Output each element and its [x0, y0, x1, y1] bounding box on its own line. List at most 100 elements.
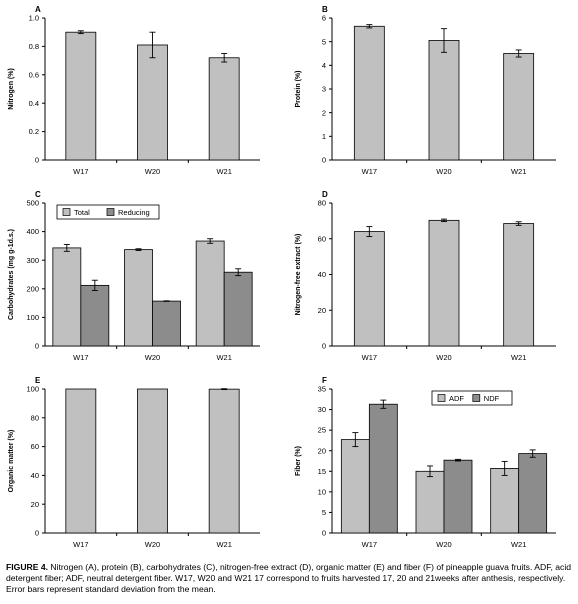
y-tick-label: 0	[35, 342, 39, 351]
x-tick-label: W21	[511, 353, 526, 362]
legend-swatch	[472, 394, 481, 402]
panel-label: F	[322, 376, 327, 385]
bar-e-w17	[65, 388, 97, 534]
legend-swatch	[106, 208, 115, 216]
bar-f-w17-s0	[340, 439, 370, 534]
y-tick-label: 0	[322, 156, 326, 165]
y-tick-label: 1.0	[29, 14, 39, 23]
y-tick-label: 35	[318, 385, 326, 394]
y-tick-label: 0.4	[29, 99, 39, 108]
x-tick-label: W20	[436, 540, 451, 549]
panel-e: E 0 20 40 60 80 100 Organic matter (%) W17 W20 W21	[8, 376, 260, 549]
y-tick-label: 20	[31, 500, 39, 509]
y-tick-label: 6	[322, 14, 326, 23]
y-tick-label: 5	[322, 508, 326, 517]
legend-swatch	[62, 208, 71, 216]
y-axis-title: Nitrogen-free extract (%)	[295, 234, 302, 316]
y-tick-label: 0	[35, 529, 39, 538]
bar-b-w17	[353, 25, 385, 161]
y-tick-label: 0.8	[29, 42, 39, 51]
y-tick-label: 60	[318, 234, 326, 243]
y-tick-label: 4	[322, 61, 326, 70]
legend: Total Reducing	[56, 204, 160, 220]
y-tick-label: 2	[322, 108, 326, 117]
panel-b: B 0 1 2 3 4 5 6 Protein (%) W17 W20 W21	[295, 5, 556, 176]
y-axis-title: Organic matter (%)	[8, 430, 15, 493]
x-tick-label: W21	[511, 540, 526, 549]
bar-b-w20	[428, 40, 460, 161]
y-tick-label: 20	[318, 446, 326, 455]
y-tick-label: 80	[31, 413, 39, 422]
bar-c-w17-s1	[80, 284, 110, 347]
y-tick-label: 0	[322, 529, 326, 538]
bar-e-w20	[137, 388, 168, 534]
x-tick-label: W17	[362, 540, 377, 549]
panel-d: D 0 20 40 60 80 Nitrogen-free extract (%) W17 W2…	[295, 190, 556, 362]
legend-swatch	[437, 394, 446, 402]
bar-a-w17	[65, 31, 97, 161]
bar-a-w21	[208, 57, 240, 161]
x-tick-label: W21	[216, 540, 231, 549]
panel-label: B	[322, 5, 328, 14]
y-tick-label: 40	[31, 471, 39, 480]
legend-label: Reducing	[118, 208, 150, 217]
panel-label: C	[35, 190, 41, 199]
bar-c-w21-s1	[223, 271, 253, 347]
x-tick-label: W20	[145, 353, 160, 362]
y-tick-label: 100	[26, 385, 39, 394]
bar-f-w21-s1	[518, 453, 548, 534]
legend: ADF NDF	[431, 390, 513, 406]
y-tick-label: 40	[318, 270, 326, 279]
bar-e-w21	[208, 388, 240, 534]
y-tick-label: 5	[322, 37, 326, 46]
panel-label: A	[35, 5, 41, 14]
y-tick-label: 500	[26, 199, 39, 208]
bar-f-w20-s0	[415, 470, 445, 534]
y-tick-label: 200	[26, 284, 39, 293]
y-tick-label: 10	[318, 487, 326, 496]
x-tick-label: W20	[436, 167, 451, 176]
y-tick-label: 20	[318, 306, 326, 315]
y-tick-label: 25	[318, 426, 326, 435]
y-tick-label: 3	[322, 85, 326, 94]
bar-f-w17-s1	[368, 403, 398, 534]
x-tick-label: W20	[145, 540, 160, 549]
y-axis-title: Nitrogen (%)	[8, 68, 15, 110]
bar-d-w20	[428, 219, 460, 347]
bar-b-w21	[503, 53, 535, 161]
y-tick-label: 300	[26, 256, 39, 265]
bar-d-w17	[353, 231, 385, 347]
panel-c: C 0 100 200 300 400 500 Carbohydrates (mg g-1d.…	[8, 190, 260, 362]
panel-f: F 0 5 10 15 20 25 30 35 Fiber (%) W17 W20 W21 ADF NDF	[295, 376, 556, 549]
figure-panels: A 0 0.2 0.4 0.6 0.8 1.0 Nitrogen (%) W17 W20 W21 B 0…	[8, 5, 556, 549]
y-axis-title: Carbohydrates (mg g-1d.s.)	[8, 229, 15, 320]
y-tick-label: 15	[318, 467, 326, 476]
x-tick-label: W21	[511, 167, 526, 176]
y-tick-label: 1	[322, 132, 326, 141]
x-tick-label: W21	[216, 353, 231, 362]
caption-text: Nitrogen (A), protein (B), carbohydrates…	[6, 562, 572, 595]
legend-label: NDF	[484, 394, 500, 403]
x-tick-label: W17	[362, 167, 377, 176]
y-tick-label: 30	[318, 405, 326, 414]
y-axis-title: Protein (%)	[295, 71, 302, 108]
bar-d-w21	[503, 223, 535, 347]
caption-label: FIGURE 4.	[6, 562, 49, 572]
x-tick-label: W20	[145, 167, 160, 176]
bar-f-w21-s0	[490, 468, 520, 534]
y-tick-label: 0	[322, 342, 326, 351]
y-tick-label: 0.6	[29, 70, 39, 79]
x-tick-label: W20	[436, 353, 451, 362]
legend-box	[431, 390, 513, 406]
x-tick-label: W17	[73, 167, 88, 176]
x-tick-label: W17	[73, 540, 88, 549]
y-tick-label: 80	[318, 199, 326, 208]
x-tick-label: W21	[216, 167, 231, 176]
bar-f-w20-s1	[443, 459, 473, 534]
x-tick-label: W17	[73, 353, 88, 362]
y-axis-title: Fiber (%)	[295, 446, 302, 476]
legend-label: ADF	[449, 394, 464, 403]
y-tick-label: 100	[26, 313, 39, 322]
panel-label: E	[35, 376, 41, 385]
y-tick-label: 0	[35, 156, 39, 165]
